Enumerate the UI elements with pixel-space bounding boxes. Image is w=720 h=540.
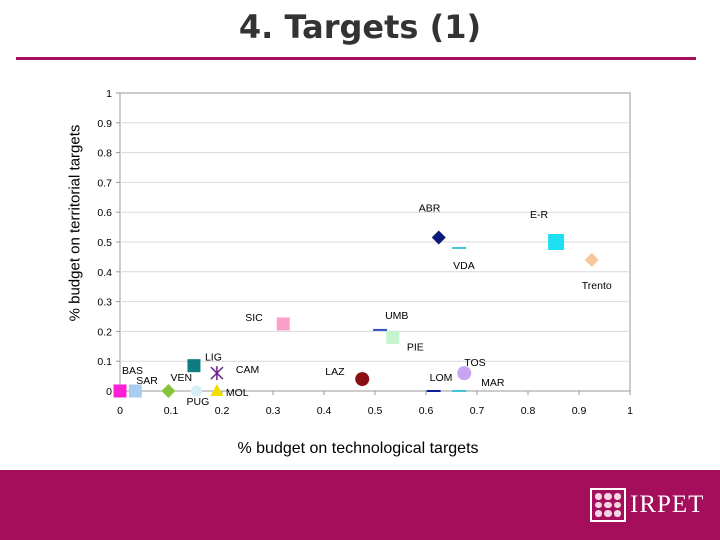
- point-label-cam: CAM: [236, 364, 259, 376]
- y-tick-label: 0.5: [97, 237, 112, 249]
- point-label-umb: UMB: [385, 310, 408, 322]
- x-tick-label: 0: [117, 405, 123, 417]
- y-tick-label: 0.7: [97, 177, 112, 189]
- point-label-mol: MOL: [226, 387, 249, 399]
- point-label-trento: Trento: [582, 280, 612, 292]
- point-label-sic: SIC: [245, 312, 263, 324]
- point-label-e-r: E-R: [530, 209, 549, 221]
- point-laz: [355, 372, 370, 387]
- logo-text: IRPET: [630, 491, 705, 518]
- point-label-mar: MAR: [481, 377, 505, 389]
- point-label-pie: PIE: [407, 341, 424, 353]
- point-label-bas: BAS: [122, 365, 143, 377]
- slide-title: 4. Targets (1): [238, 8, 482, 46]
- x-tick-label: 0.2: [215, 405, 230, 417]
- point-bas: [113, 384, 127, 398]
- point-ven: [161, 384, 176, 398]
- x-tick-label: 0.7: [470, 405, 485, 417]
- x-tick-label: 0.3: [266, 405, 281, 417]
- point-label-vda: VDA: [453, 260, 475, 272]
- point-sic: [276, 317, 290, 331]
- y-tick-label: 0.3: [97, 297, 112, 309]
- irpet-logo: IRPET: [590, 488, 704, 522]
- y-tick-label: 0.6: [97, 207, 112, 219]
- y-tick-label: 0.8: [97, 148, 112, 160]
- point-label-ven: VEN: [170, 372, 192, 384]
- point-sar: [128, 384, 142, 398]
- x-tick-label: 0.9: [572, 405, 587, 417]
- scatter-chart: 0 0.1 0.2 0.3 0.4 0.5 0.6 0.7 0.8 0.9 1 0 0.1 0.2 0.3…: [97, 88, 633, 417]
- x-axis-label: % budget on technological targets: [237, 440, 479, 457]
- title-rule: [16, 57, 696, 60]
- point-lig: [187, 359, 201, 373]
- point-pie: [386, 330, 400, 344]
- point-trento: [584, 252, 599, 267]
- point-label-abr: ABR: [419, 203, 441, 215]
- point-pug: [191, 385, 202, 397]
- x-tick-label: 0.5: [368, 405, 383, 417]
- point-label-lig: LIG: [205, 352, 222, 364]
- y-tick-label: 0: [106, 386, 112, 398]
- point-abr: [431, 230, 446, 245]
- point-label-pug: PUG: [187, 396, 210, 408]
- y-tick-label: 1: [106, 88, 112, 100]
- y-tick-label: 0.2: [97, 326, 112, 338]
- point-label-laz: LAZ: [325, 366, 345, 378]
- point-e-r: [548, 234, 565, 250]
- irpet-logo-icon: [590, 488, 626, 522]
- point-label-lom: LOM: [430, 372, 453, 384]
- y-axis-label: % budget on territorial targets: [66, 124, 84, 322]
- x-tick-label: 0.1: [164, 405, 179, 417]
- x-tick-label: 0.8: [521, 405, 536, 417]
- y-tick-label: 0.9: [97, 118, 112, 130]
- point-mol: [210, 384, 224, 396]
- y-tick-label: 0.4: [97, 267, 112, 279]
- x-tick-label: 1: [627, 405, 633, 417]
- x-tick-label: 0.6: [419, 405, 434, 417]
- y-tick-label: 0.1: [97, 356, 112, 368]
- point-label-tos: TOS: [464, 357, 485, 369]
- point-label-sar: SAR: [136, 375, 158, 387]
- point-tos: [457, 366, 472, 381]
- x-tick-label: 0.4: [317, 405, 332, 417]
- point-cam: [210, 366, 224, 381]
